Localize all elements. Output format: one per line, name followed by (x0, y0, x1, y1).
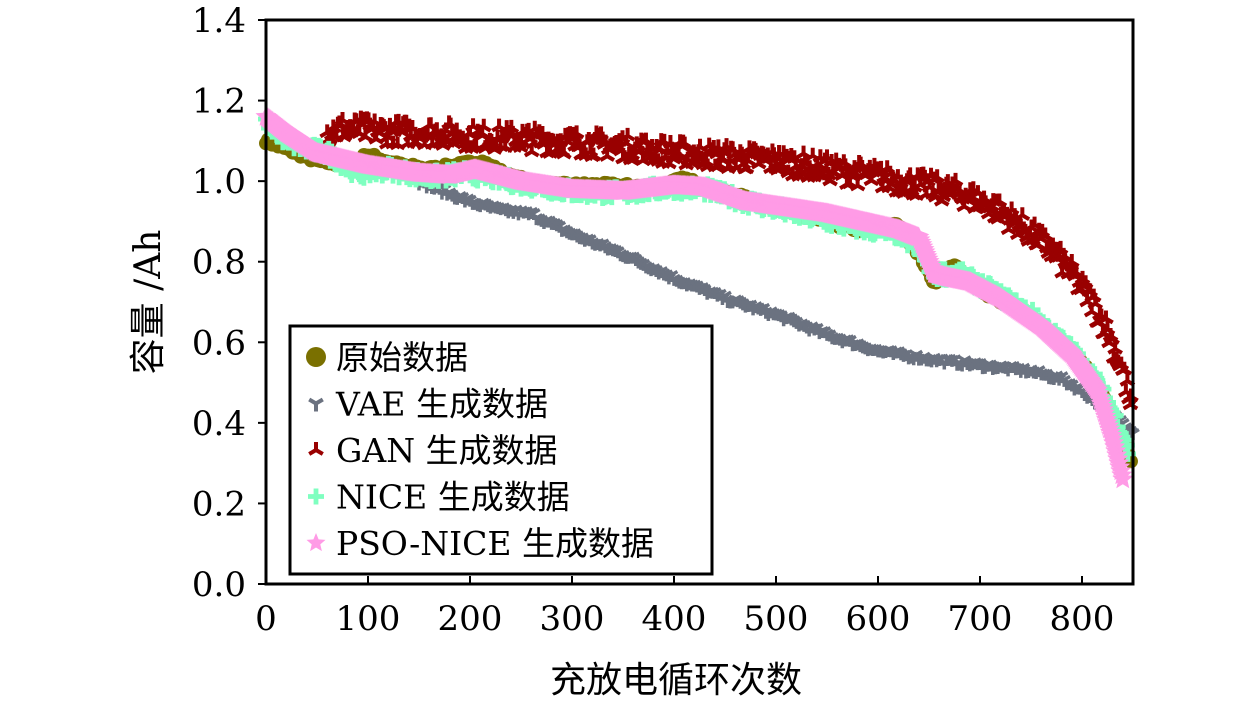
series-1 (412, 175, 1140, 441)
y-tick-label: 0.2 (192, 484, 246, 524)
legend-label: GAN 生成数据 (336, 431, 558, 470)
series-2 (319, 110, 1139, 411)
y-tick-label: 0.6 (192, 323, 246, 363)
x-tick-label: 400 (642, 599, 707, 639)
y-tick-label: 1.4 (192, 1, 246, 41)
y-tick-label: 0.4 (192, 404, 246, 444)
x-tick-label: 200 (438, 599, 503, 639)
gan-point (1107, 340, 1123, 355)
x-tick-label: 300 (540, 599, 605, 639)
legend-label: PSO-NICE 生成数据 (336, 524, 654, 563)
x-tick-label: 100 (336, 599, 401, 639)
legend: 原始数据 VAE 生成数据 GAN 生成数据 NICE 生成数据 PSO-NICE 生成… (288, 324, 714, 576)
y-tick-label: 0.0 (192, 565, 246, 605)
legend-marker-tri-up-icon (308, 442, 324, 456)
y-tick-label: 0.8 (192, 243, 246, 283)
gan-point (1014, 207, 1031, 222)
legend-marker-star-icon (306, 533, 326, 552)
y-axis: 0.0 0.2 0.4 0.6 0.8 1.0 1.2 1.4 (192, 1, 266, 605)
gan-point (585, 147, 602, 162)
legend-label: VAE 生成数据 (335, 385, 548, 424)
x-tick-label: 800 (1050, 599, 1115, 639)
plot-area (255, 105, 1140, 489)
x-tick-label: 700 (948, 599, 1013, 639)
y-tick-label: 1.2 (192, 82, 246, 122)
gan-point (619, 127, 636, 142)
x-tick-label: 500 (744, 599, 809, 639)
legend-label: NICE 生成数据 (336, 478, 570, 517)
gan-point (929, 169, 945, 184)
legend-marker-circle-icon (306, 347, 326, 367)
y-tick-label: 1.0 (192, 162, 246, 202)
y-axis-title: 容量 /Ah (128, 230, 169, 375)
gan-point (1116, 361, 1133, 376)
gan-point (556, 145, 572, 160)
legend-label: 原始数据 (336, 338, 468, 377)
pso-nice-point (1112, 468, 1134, 489)
gan-point (475, 118, 492, 133)
legend-box (288, 324, 714, 576)
x-axis: 0 100 200 300 400 500 600 700 800 (255, 576, 1114, 639)
legend-marker-plus-icon (308, 488, 324, 505)
series-4 (255, 105, 1134, 489)
gan-point (1098, 310, 1114, 325)
x-tick-label: 0 (255, 599, 277, 639)
x-tick-label: 600 (846, 599, 911, 639)
legend-marker-tri-down-icon (308, 397, 324, 412)
plot-frame (264, 18, 1135, 586)
gan-point (568, 125, 585, 140)
x-axis-title: 充放电循环次数 (550, 660, 802, 701)
